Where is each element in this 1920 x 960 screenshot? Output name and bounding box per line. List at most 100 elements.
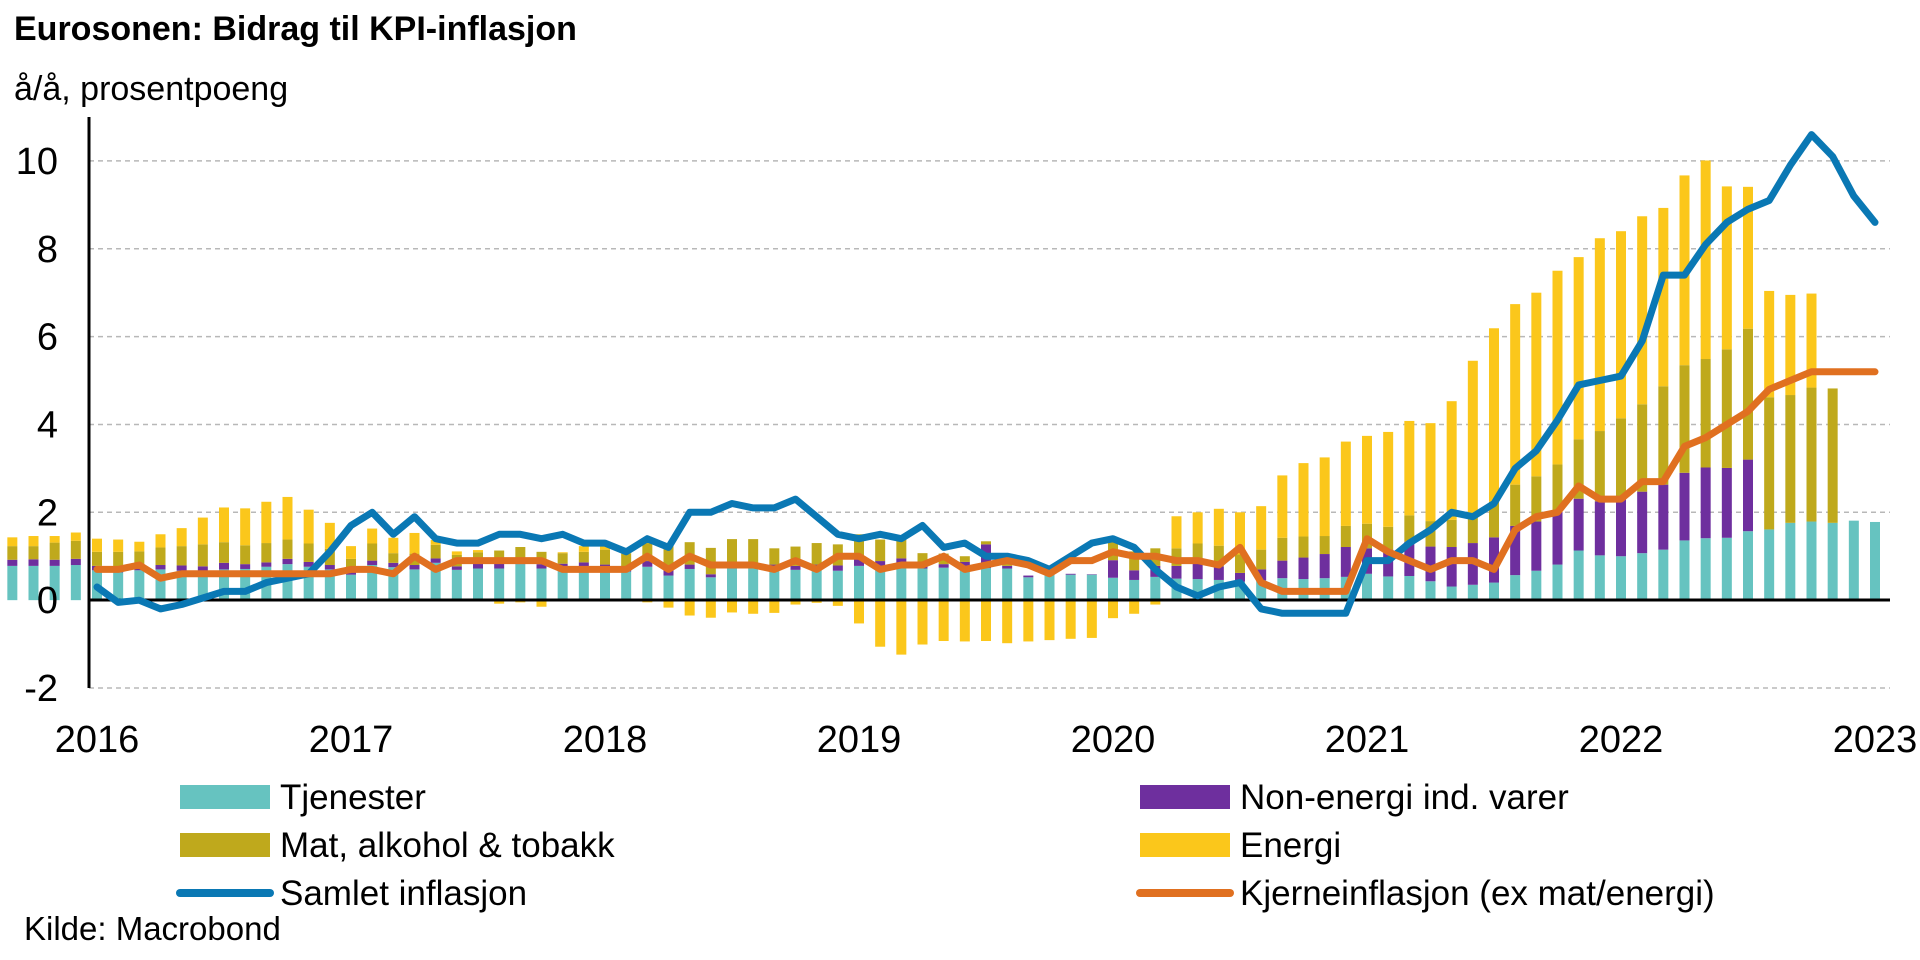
bar-tjenester	[1616, 556, 1626, 601]
bar-tjenester	[1552, 564, 1563, 601]
bar-non-energi-ind-varer	[1256, 569, 1267, 581]
bar-energi	[1383, 431, 1394, 527]
bar-non-energi-ind-varer	[1616, 497, 1626, 557]
bar-energi	[875, 600, 886, 647]
bar-energi	[176, 528, 187, 547]
bar-tjenester	[134, 570, 145, 601]
bar-mat-alkohol-tobakk	[1467, 513, 1478, 544]
bar-mat-alkohol-tobakk	[769, 548, 780, 565]
bar-tjenester	[1425, 581, 1436, 601]
bar-mat-alkohol-tobakk	[303, 543, 314, 562]
bar-energi	[70, 532, 81, 541]
bar-tjenester	[473, 568, 483, 601]
bar-non-energi-ind-varer	[1171, 565, 1182, 579]
bar-tjenester	[1256, 580, 1267, 601]
bar-mat-alkohol-tobakk	[1827, 388, 1838, 523]
bar-energi	[1362, 435, 1372, 524]
bar-non-energi-ind-varer	[176, 565, 187, 571]
bar-tjenester	[1235, 581, 1245, 601]
bar-tjenester	[1870, 521, 1880, 601]
bar-mat-alkohol-tobakk	[367, 543, 378, 561]
bar-mat-alkohol-tobakk	[240, 545, 251, 565]
bar-tjenester	[197, 570, 208, 601]
bar-energi	[1594, 238, 1605, 432]
bar-energi	[451, 551, 462, 555]
bar-energi	[1065, 600, 1076, 639]
bar-energi	[1298, 463, 1309, 537]
bar-tjenester	[790, 569, 801, 601]
bar-mat-alkohol-tobakk	[1002, 563, 1013, 566]
legend: Tjenester Non-energi ind. varer Mat, alkoh…	[176, 778, 1715, 913]
bar-non-energi-ind-varer	[1637, 491, 1648, 554]
bar-energi	[1171, 516, 1182, 549]
bar-tjenester	[1086, 574, 1097, 601]
bar-tjenester	[832, 570, 843, 601]
bar-non-energi-ind-varer	[240, 564, 251, 569]
bar-non-energi-ind-varer	[409, 565, 420, 570]
bar-energi	[1277, 475, 1288, 538]
bar-energi	[324, 522, 335, 549]
legend-label: Mat, alkohol & tobakk	[280, 826, 615, 865]
bar-non-energi-ind-varer	[1340, 547, 1351, 577]
bar-energi	[578, 546, 589, 552]
bar-mat-alkohol-tobakk	[113, 551, 124, 569]
bar-energi	[134, 541, 145, 552]
bar-mat-alkohol-tobakk	[1531, 476, 1542, 522]
bar-mat-alkohol-tobakk	[790, 546, 801, 566]
bar-energi	[155, 534, 166, 548]
bar-tjenester	[324, 569, 335, 601]
bar-energi	[917, 600, 928, 645]
bar-mat-alkohol-tobakk	[621, 553, 632, 568]
bar-mat-alkohol-tobakk	[219, 542, 229, 563]
bar-non-energi-ind-varer	[1235, 572, 1245, 582]
bar-tjenester	[1467, 584, 1478, 601]
bar-tjenester	[367, 565, 378, 601]
x-tick-label: 2016	[55, 719, 140, 761]
chart-subtitle: å/å, prosentpoeng	[14, 70, 289, 108]
bar-energi	[1785, 294, 1796, 396]
bar-energi	[684, 600, 695, 616]
bar-mat-alkohol-tobakk	[854, 534, 864, 560]
bar-non-energi-ind-varer	[197, 566, 208, 571]
bar-energi	[1658, 207, 1669, 387]
bar-mat-alkohol-tobakk	[1340, 525, 1351, 548]
bar-non-energi-ind-varer	[790, 565, 801, 570]
bar-mat-alkohol-tobakk	[92, 551, 102, 566]
legend-label: Non-energi ind. varer	[1240, 778, 1569, 817]
line-kjerneinflasjon-ex-mat-energi-	[93, 368, 1879, 595]
bar-energi	[1489, 328, 1499, 502]
bar-non-energi-ind-varer	[959, 561, 970, 568]
bar-non-energi-ind-varer	[473, 563, 483, 569]
bar-mat-alkohol-tobakk	[727, 539, 737, 565]
bar-non-energi-ind-varer	[1065, 573, 1076, 575]
bar-mat-alkohol-tobakk	[1764, 397, 1775, 530]
bar-non-energi-ind-varer	[155, 565, 166, 570]
bar-tjenester	[854, 565, 864, 601]
bar-mat-alkohol-tobakk	[748, 539, 759, 564]
bar-energi	[28, 536, 39, 547]
bar-non-energi-ind-varer	[1510, 525, 1521, 576]
bar-tjenester	[600, 568, 610, 601]
bar-mat-alkohol-tobakk	[1785, 395, 1796, 523]
bar-non-energi-ind-varer	[70, 558, 81, 566]
bar-energi	[240, 508, 251, 546]
bar-non-energi-ind-varer	[1213, 566, 1224, 580]
bar-energi	[197, 517, 208, 545]
bar-non-energi-ind-varer	[1002, 565, 1013, 569]
bar-energi	[7, 537, 18, 547]
bar-tjenester	[1129, 579, 1140, 601]
bar-tjenester	[1785, 522, 1796, 601]
bar-tjenester	[1573, 550, 1584, 601]
bar-tjenester	[769, 568, 780, 601]
bar-non-energi-ind-varer	[7, 559, 18, 566]
bar-energi	[1340, 441, 1351, 526]
bar-tjenester	[388, 567, 399, 601]
bar-tjenester	[494, 568, 505, 601]
x-tick-label: 2020	[1071, 719, 1156, 761]
bar-mat-alkohol-tobakk	[324, 548, 335, 566]
bar-non-energi-ind-varer	[388, 562, 399, 568]
bar-tjenester	[1637, 553, 1648, 601]
bar-mat-alkohol-tobakk	[388, 553, 399, 563]
bar-tjenester	[113, 572, 124, 601]
bar-non-energi-ind-varer	[28, 559, 39, 566]
